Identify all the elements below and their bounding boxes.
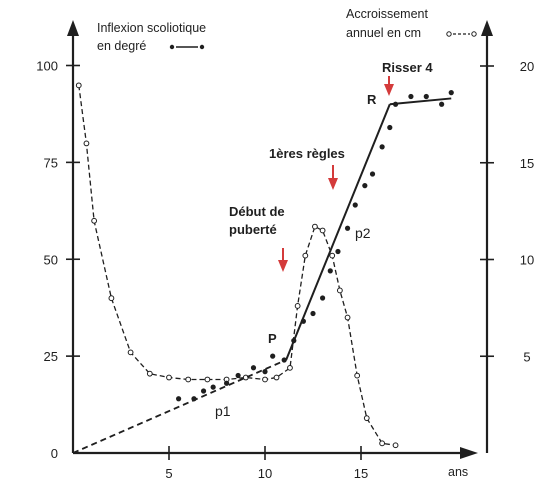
x-tick-label: 10 [258,466,272,481]
curvature-point [362,183,368,189]
left-tick-label: 25 [44,349,58,364]
left-tick-label: 100 [36,59,58,74]
left-axis-label-line2: en degré [97,39,146,53]
growth-point [185,376,192,383]
phase-p1-label: p1 [215,403,231,419]
curvature-point [291,338,297,344]
x-tick-label: 15 [354,466,368,481]
right-axis-ticks: 5 10 15 20 [480,59,534,364]
curvature-point [270,353,276,359]
growth-point [319,227,326,234]
growth-point [75,82,82,89]
growth-point [363,415,370,422]
growth-point [344,314,351,321]
growth-point [354,372,361,379]
curvature-point [235,372,241,379]
curvature-series [72,90,454,454]
curvature-point [379,144,385,150]
debut-puberte-label-line1: Début de [229,204,285,219]
left-tick-label: 75 [44,155,58,170]
curvature-point [327,268,333,274]
left-axis-legend-sample [169,44,205,50]
curvature-point [335,248,341,255]
growth-point [83,140,90,147]
growth-point [262,376,268,383]
curvature-point [210,384,216,390]
growth-series [75,82,399,449]
growth-point [302,252,309,259]
growth-point [287,364,293,371]
right-tick-label: 15 [520,156,534,171]
puberty-onset-arrow [278,248,288,272]
axes [67,20,493,459]
point-P-label: P [268,331,277,346]
curvature-plateau-segment [389,97,452,106]
left-tick-label: 0 [51,446,58,461]
curvature-point [439,101,445,107]
left-axis-label-line1: Inflexion scoliotique [97,21,206,35]
growth-point [127,349,134,356]
growth-point [204,376,211,383]
curvature-point [344,225,351,231]
premieres-regles-label: 1ères règles [269,146,345,161]
curvature-point [387,124,393,131]
curvature-p2-segment [285,103,391,361]
curvature-point [176,396,182,402]
right-axis-label-line2: annuel en cm [346,26,421,40]
right-tick-label: 10 [520,253,534,268]
curvature-point [408,93,414,100]
right-tick-label: 5 [523,349,530,364]
curvature-point [448,90,454,96]
curvature-point [300,318,306,324]
phase-p2-label: p2 [355,225,371,241]
curvature-point [281,357,287,363]
growth-point [312,223,318,230]
curvature-point [262,369,268,375]
right-tick-label: 20 [520,59,534,74]
x-axis-ticks: 5 10 15 [165,446,368,481]
right-y-axis-arrow [481,20,493,36]
growth-point [146,370,153,377]
point-R-label: R [367,92,377,107]
curvature-point [224,380,230,386]
curvature-point [250,365,257,371]
x-axis-arrow [460,447,478,459]
growth-point [329,252,336,259]
growth-line [78,85,396,446]
curvature-point [423,93,429,100]
curvature-point [310,310,316,317]
left-y-axis-arrow [67,20,79,36]
debut-puberte-label-line2: puberté [229,222,277,237]
growth-point [379,440,386,447]
curvature-point [392,101,399,107]
risser-label: Risser 4 [382,60,433,75]
curvature-point [320,295,326,301]
risser-arrow [384,76,394,96]
growth-point [91,217,98,224]
growth-point [166,374,172,381]
x-axis-label: ans [448,465,468,479]
growth-point [336,287,343,294]
left-axis-ticks: 0 25 50 75 100 [36,59,80,461]
menarche-arrow [328,165,338,190]
growth-point [294,303,301,309]
curvature-point [191,396,197,402]
growth-point [392,442,399,449]
curvature-point [200,388,207,394]
curvature-point [369,171,376,177]
right-axis-legend-sample [446,31,477,37]
growth-point [273,374,280,381]
x-tick-label: 5 [165,466,172,481]
left-tick-label: 50 [44,252,58,267]
right-axis-label-line1: Accroissement [346,7,428,21]
curvature-p1-segment [72,359,287,454]
growth-point [108,295,115,302]
curvature-point [352,202,358,208]
